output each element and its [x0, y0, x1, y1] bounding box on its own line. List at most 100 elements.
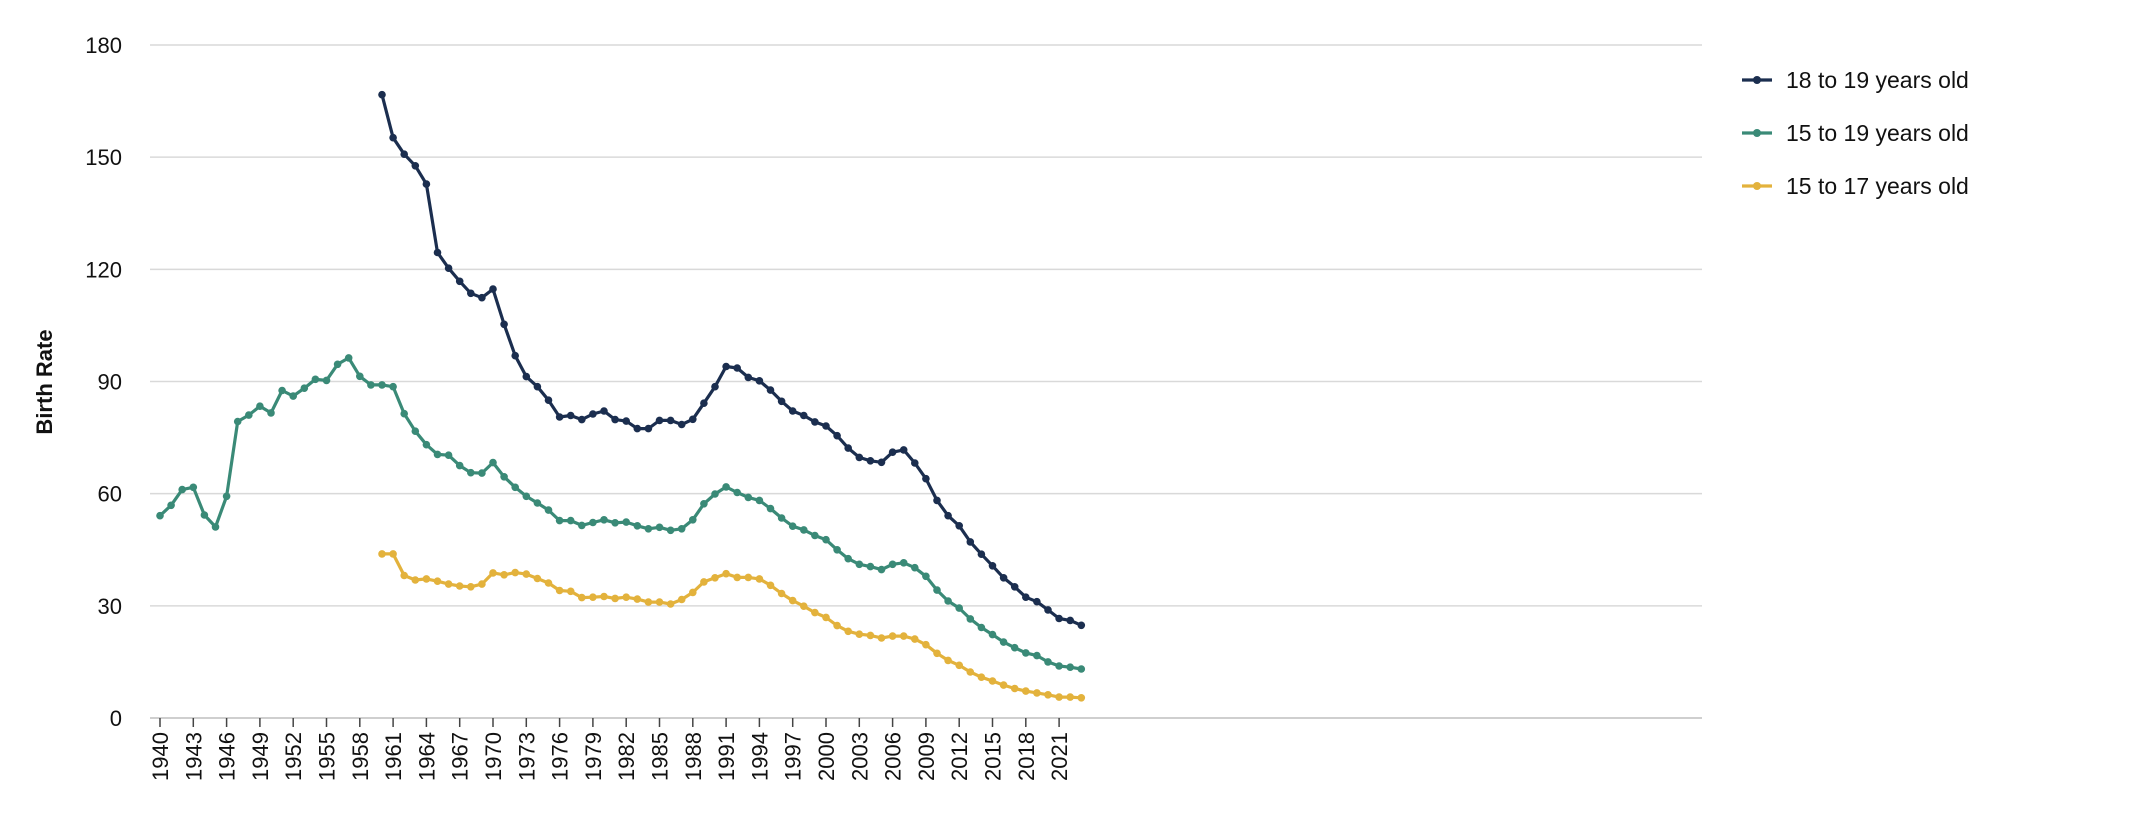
data-point — [999, 638, 1008, 646]
legend-label: 18 to 19 years old — [1786, 67, 1969, 93]
data-point — [256, 402, 264, 411]
data-point — [467, 468, 475, 477]
data-point — [933, 496, 941, 505]
x-tick-label: 2018 — [1014, 732, 1039, 781]
x-tick-label: 1946 — [215, 732, 240, 781]
data-point — [611, 415, 619, 424]
data-point — [644, 525, 653, 533]
data-point — [222, 492, 231, 501]
data-point — [400, 571, 409, 580]
data-point — [811, 418, 819, 426]
data-point — [655, 598, 664, 606]
data-point — [855, 560, 864, 569]
data-point — [888, 632, 897, 640]
data-point — [444, 264, 453, 273]
data-point — [589, 518, 597, 527]
series-group — [156, 90, 1086, 702]
data-point — [544, 506, 553, 514]
data-point — [1010, 583, 1019, 591]
x-tick-label: 2021 — [1047, 732, 1072, 781]
y-tick-label: 0 — [110, 706, 122, 731]
data-point — [1022, 649, 1030, 657]
gridlines — [150, 44, 1702, 607]
data-point — [844, 627, 852, 636]
data-point — [344, 354, 353, 362]
data-point — [944, 656, 952, 665]
data-point — [422, 180, 431, 188]
data-point — [911, 563, 919, 572]
legend-item: 15 to 19 years old — [1742, 120, 1969, 146]
x-tick-label: 1982 — [614, 732, 639, 781]
data-point — [888, 560, 897, 569]
data-point — [555, 516, 564, 525]
data-point — [944, 511, 952, 520]
data-point — [977, 673, 986, 681]
legend-swatch-marker — [1753, 76, 1761, 84]
x-tick-label: 2012 — [947, 732, 972, 781]
data-point — [922, 572, 930, 581]
x-tick-label: 1976 — [548, 732, 573, 781]
data-point — [822, 535, 830, 544]
data-point — [422, 440, 431, 449]
data-point — [489, 458, 497, 467]
data-point — [600, 516, 608, 524]
data-point — [711, 490, 719, 498]
data-point — [1066, 616, 1074, 625]
data-point — [578, 415, 586, 424]
x-tick-label: 2006 — [881, 732, 906, 781]
y-tick-label: 120 — [85, 257, 122, 282]
data-point — [755, 377, 764, 385]
data-point — [877, 458, 886, 467]
data-point — [955, 522, 963, 530]
data-point — [289, 392, 298, 400]
data-point — [788, 596, 797, 605]
x-tick-label: 1940 — [148, 732, 173, 781]
data-point — [555, 586, 564, 595]
data-point — [500, 571, 508, 579]
data-point — [866, 562, 875, 571]
legend-item: 18 to 19 years old — [1742, 67, 1969, 93]
data-point — [1077, 694, 1086, 702]
data-point — [455, 461, 464, 470]
data-point — [278, 386, 286, 395]
legend-label: 15 to 19 years old — [1786, 120, 1969, 146]
data-point — [644, 598, 653, 606]
data-point — [433, 577, 442, 585]
data-point — [589, 593, 597, 601]
data-point — [800, 526, 808, 534]
data-point — [1066, 693, 1074, 701]
data-point — [1055, 662, 1063, 670]
data-point — [389, 133, 397, 142]
data-point — [666, 526, 675, 535]
data-point — [633, 595, 642, 603]
data-point — [411, 162, 420, 170]
series-line — [380, 94, 1082, 627]
data-point — [611, 519, 619, 527]
x-tick-label: 1964 — [414, 732, 439, 781]
data-point — [933, 586, 941, 594]
data-point — [1044, 606, 1052, 614]
data-point — [988, 677, 997, 685]
data-point — [633, 424, 642, 433]
data-point — [766, 504, 775, 513]
y-tick-label: 180 — [85, 33, 122, 58]
data-point — [589, 410, 597, 418]
data-point — [922, 640, 930, 649]
y-tick-label: 150 — [85, 145, 122, 170]
y-tick-label: 30 — [98, 594, 122, 619]
data-point — [822, 613, 830, 622]
data-point — [300, 384, 309, 393]
data-point — [1010, 684, 1019, 693]
data-point — [533, 574, 542, 583]
data-point — [877, 565, 886, 574]
data-point — [1033, 597, 1041, 606]
data-point — [899, 559, 908, 567]
data-point — [533, 382, 542, 391]
x-tick-label: 1988 — [681, 732, 706, 781]
data-point — [467, 289, 475, 298]
data-point — [689, 415, 697, 424]
data-point — [711, 574, 719, 582]
data-point — [666, 416, 675, 425]
data-point — [178, 485, 186, 494]
data-point — [844, 554, 852, 563]
